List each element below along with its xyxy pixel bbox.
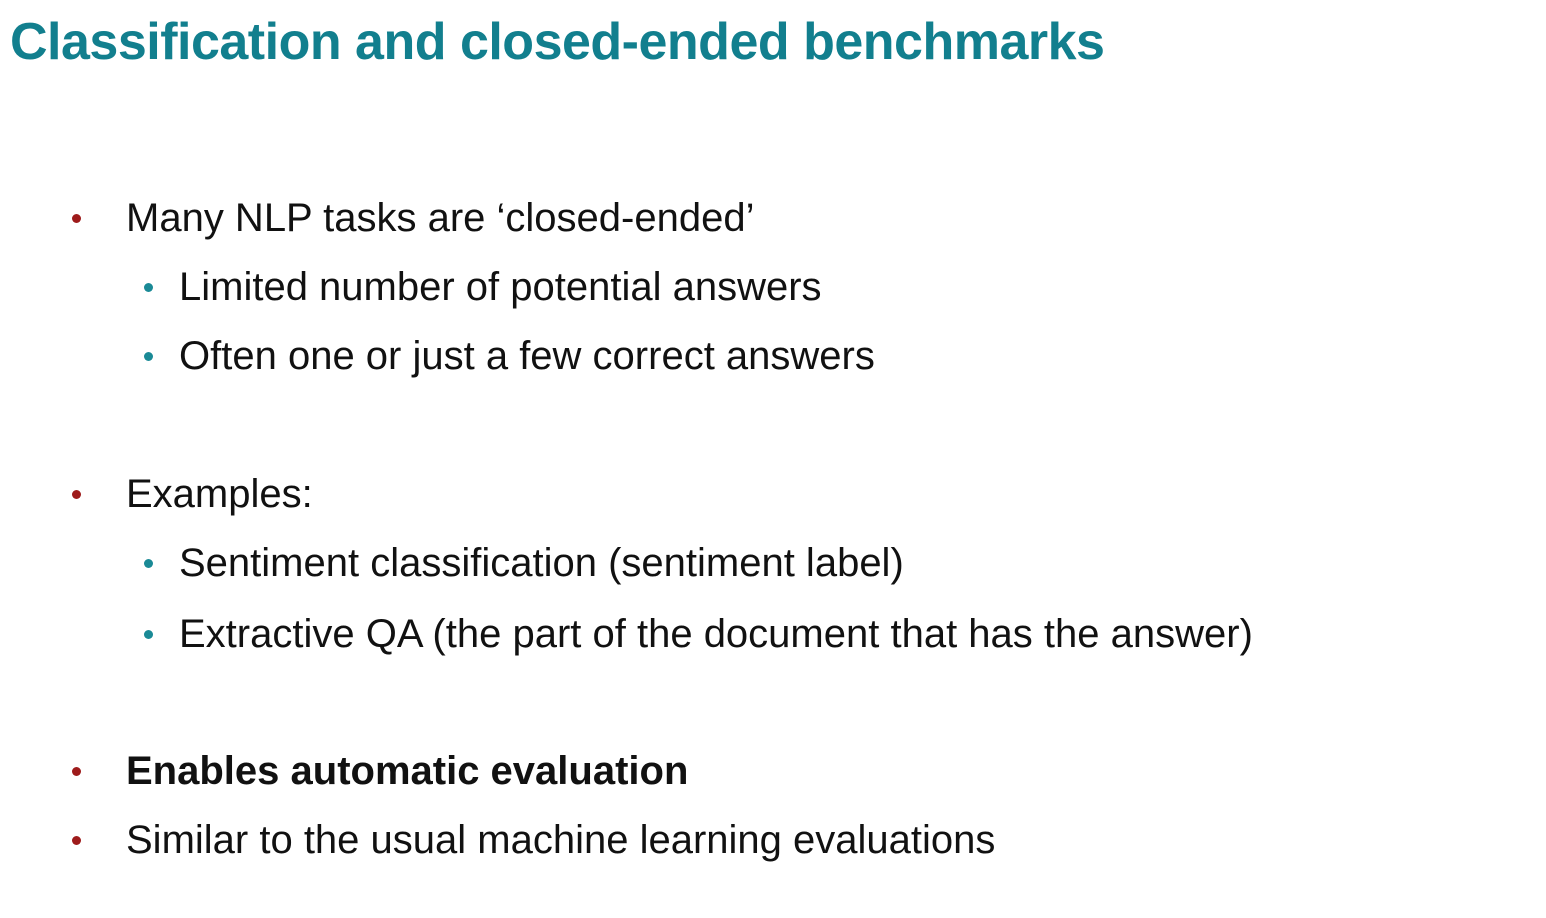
sub-bullet-text: Limited number of potential answers <box>179 265 822 309</box>
slide-title: Classification and closed-ended benchmar… <box>10 13 1105 71</box>
sub-bullet-dot-icon <box>144 558 153 568</box>
bullet-text: Enables automatic evaluation <box>126 749 689 793</box>
sub-bullet-dot-icon <box>144 629 153 639</box>
sub-bullet-item-few-correct: Often one or just a few correct answers <box>144 326 875 386</box>
bullet-text: Many NLP tasks are ‘closed-ended’ <box>126 196 755 240</box>
bullet-item-examples: Examples: <box>72 464 313 524</box>
sub-bullet-dot-icon <box>144 282 153 292</box>
bullet-dot-icon <box>72 835 81 845</box>
bullet-text: Similar to the usual machine learning ev… <box>126 818 996 862</box>
bullet-dot-icon <box>72 489 81 499</box>
bullet-item-ml-evaluations: Similar to the usual machine learning ev… <box>72 810 995 870</box>
bullet-item-automatic-evaluation: Enables automatic evaluation <box>72 741 688 801</box>
sub-bullet-item-limited-answers: Limited number of potential answers <box>144 257 822 317</box>
sub-bullet-text: Sentiment classification (sentiment labe… <box>179 541 904 585</box>
bullet-dot-icon <box>72 213 81 223</box>
sub-bullet-text: Extractive QA (the part of the document … <box>179 612 1253 656</box>
sub-bullet-item-extractive-qa: Extractive QA (the part of the document … <box>144 604 1253 664</box>
sub-bullet-dot-icon <box>144 351 153 361</box>
sub-bullet-item-sentiment: Sentiment classification (sentiment labe… <box>144 533 904 593</box>
sub-bullet-text: Often one or just a few correct answers <box>179 334 875 378</box>
bullet-item-closed-ended: Many NLP tasks are ‘closed-ended’ <box>72 188 754 248</box>
bullet-dot-icon <box>72 766 81 776</box>
bullet-text: Examples: <box>126 472 313 516</box>
